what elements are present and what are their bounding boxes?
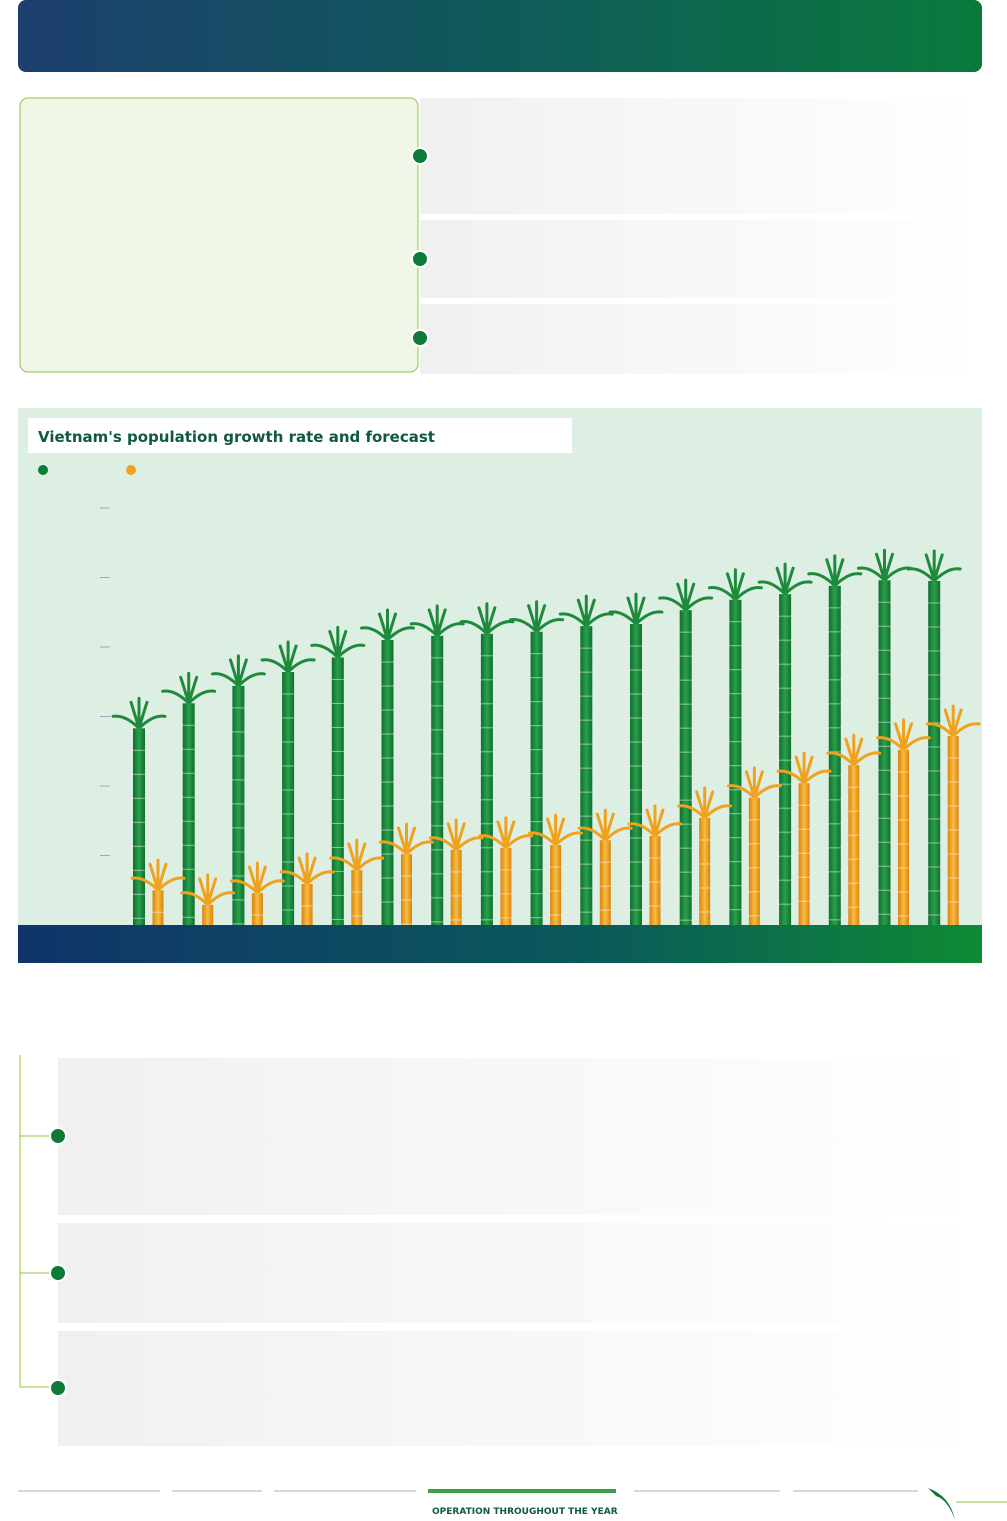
bar: [848, 765, 860, 925]
bullet: [49, 1264, 67, 1282]
bullet: [49, 1127, 67, 1145]
bar: [580, 626, 593, 925]
leaves: [310, 625, 366, 659]
info-row: [58, 1223, 980, 1323]
info-row: [420, 220, 980, 298]
bullet: [411, 329, 429, 347]
leaves: [161, 671, 217, 705]
leaves: [757, 562, 813, 596]
bar: [232, 685, 245, 925]
bar: [649, 836, 661, 925]
leaves: [459, 602, 515, 636]
leaves: [826, 733, 882, 767]
bar: [828, 585, 841, 925]
bar: [550, 845, 562, 925]
bar: [599, 840, 611, 925]
bar: [351, 870, 363, 925]
header-banner: [18, 0, 982, 72]
leaves: [807, 554, 863, 588]
legend-swatch: [38, 465, 48, 475]
bar: [679, 610, 692, 925]
leaves: [558, 594, 614, 628]
chart-title: Vietnam's population growth rate and for…: [38, 428, 435, 446]
bar: [748, 797, 760, 925]
bar: [530, 631, 543, 925]
chart-title-box: [28, 418, 572, 453]
footer-section: OPERATION THROUGHOUT THE YEAR: [432, 1507, 618, 1517]
leaves: [608, 592, 664, 626]
leaves: [260, 640, 316, 674]
leaves: [925, 704, 981, 738]
leaves: [428, 818, 484, 852]
leaves: [360, 608, 415, 642]
bullet: [49, 1379, 67, 1397]
logo: [928, 1488, 955, 1520]
leaves: [876, 718, 931, 752]
leaves: [478, 816, 534, 850]
bar: [301, 883, 313, 925]
leaves: [577, 808, 633, 842]
leaves: [509, 600, 565, 634]
leaves: [180, 873, 236, 907]
footer-active: [428, 1489, 616, 1493]
bar: [898, 749, 909, 925]
bar: [202, 904, 214, 925]
bullet: [411, 147, 429, 165]
bar: [779, 594, 792, 925]
bar: [331, 657, 344, 925]
leaves: [379, 822, 434, 856]
info-row: [420, 98, 980, 214]
bar: [878, 580, 891, 925]
intro-box: [19, 97, 419, 373]
leaves: [229, 861, 285, 895]
bar: [450, 849, 462, 925]
bar: [282, 672, 295, 925]
legend-swatch: [126, 465, 136, 475]
bar: [947, 735, 959, 925]
leaves: [857, 548, 912, 582]
info-row: [58, 1058, 980, 1215]
leaves: [658, 578, 714, 612]
bar: [500, 847, 512, 925]
leaves: [409, 604, 465, 638]
chart-panel: [18, 408, 982, 963]
leaves: [111, 696, 167, 730]
bullet: [411, 250, 429, 268]
bar: [401, 854, 412, 925]
bar: [251, 893, 263, 925]
leaves: [677, 786, 733, 820]
leaves: [776, 751, 832, 785]
leaves: [906, 549, 962, 583]
bar: [729, 599, 742, 925]
bar: [431, 635, 444, 925]
info-row: [420, 304, 980, 374]
bar: [152, 890, 164, 925]
leaves: [210, 654, 266, 688]
leaves: [329, 838, 385, 872]
leaves: [627, 804, 683, 838]
leaves: [726, 766, 782, 800]
bar: [699, 817, 711, 925]
leaves: [130, 858, 186, 892]
bar: [480, 633, 493, 925]
bar: [630, 624, 642, 925]
chart-baseline-strip: [18, 925, 982, 963]
info-row: [58, 1331, 980, 1446]
bar: [798, 783, 810, 925]
bar: [133, 728, 145, 925]
leaves: [279, 852, 335, 886]
bar: [928, 580, 941, 925]
leaves: [528, 813, 584, 847]
leaves: [707, 568, 763, 602]
